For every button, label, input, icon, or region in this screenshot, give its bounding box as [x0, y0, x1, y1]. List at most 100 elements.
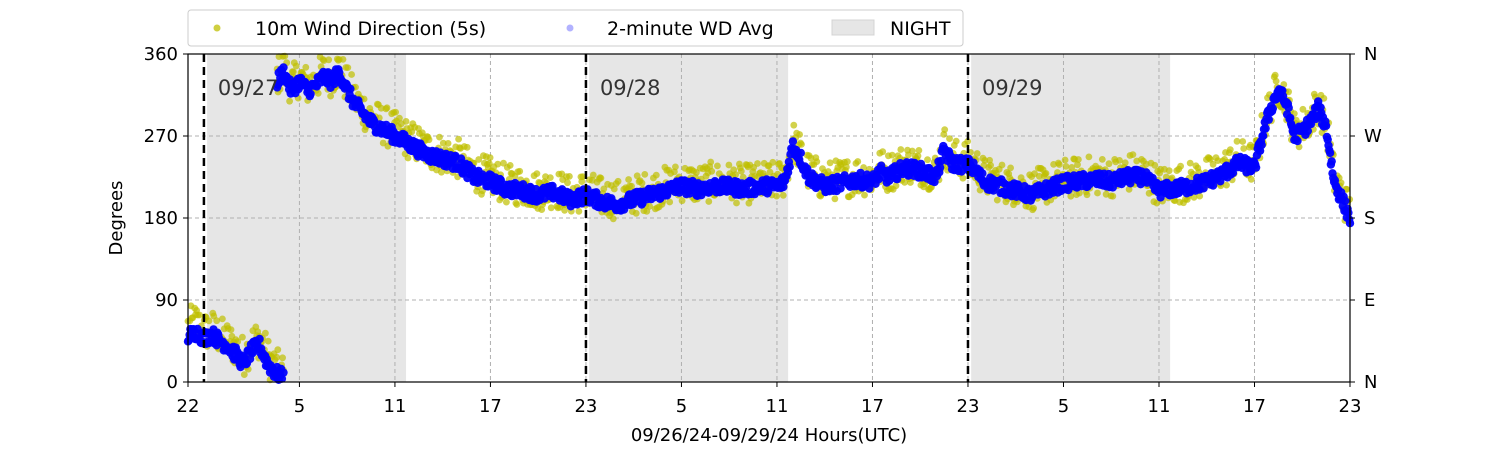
right-tick-label: N — [1364, 44, 1377, 65]
wd-avg-point — [796, 148, 805, 158]
right-tick-label: N — [1364, 372, 1377, 393]
wind-direction-point — [861, 191, 868, 199]
wind-direction-point — [264, 337, 272, 345]
wind-direction-point — [547, 204, 555, 212]
wind-direction-point — [1239, 138, 1247, 145]
wind-direction-point — [915, 147, 923, 154]
wind-direction-point — [733, 199, 740, 207]
wind-direction-point — [1151, 161, 1159, 169]
wind-direction-point — [438, 168, 445, 176]
day-marker-label: 09/28 — [600, 76, 661, 100]
wind-direction-point — [973, 150, 981, 157]
y-tick-label: 0 — [167, 372, 178, 393]
wind-direction-point — [292, 62, 300, 70]
wind-direction-point — [666, 198, 674, 206]
wd-avg-point — [306, 89, 315, 99]
wind-direction-point — [609, 215, 617, 223]
wind-direction-point — [402, 118, 410, 125]
wind-direction-point — [1206, 156, 1214, 163]
x-tick-label: 11 — [383, 396, 406, 417]
wind-direction-point — [952, 137, 960, 145]
wind-direction-point — [643, 207, 651, 215]
wind-direction-point — [879, 148, 887, 156]
day-marker-label: 09/29 — [982, 76, 1043, 100]
wd-avg-point — [978, 169, 987, 178]
wind-direction-point — [1125, 186, 1133, 193]
wind-direction-point — [213, 317, 221, 325]
wind-direction-point — [546, 174, 554, 182]
wind-direction-point — [279, 354, 286, 362]
wind-direction-point — [732, 171, 739, 179]
legend-label: 10m Wind Direction (5s) — [255, 18, 486, 40]
wd-avg-point — [1261, 124, 1270, 133]
wd-avg-point — [255, 334, 264, 344]
wind-direction-point — [503, 198, 510, 206]
x-tick-label: 11 — [1148, 396, 1171, 417]
wind-direction-point — [714, 162, 721, 170]
wind-direction-point — [383, 104, 391, 112]
wd-avg-point — [1259, 131, 1268, 140]
wind-direction-point — [708, 167, 716, 175]
wind-direction-point — [826, 159, 834, 167]
wind-direction-point — [1062, 163, 1070, 170]
y-axis-label: Degrees — [106, 181, 127, 256]
wind-direction-point — [914, 152, 922, 160]
wind-direction-point — [633, 172, 641, 180]
wind-direction-point — [924, 156, 931, 164]
wind-direction-point — [436, 133, 443, 141]
wd-avg-point — [1341, 196, 1350, 206]
wind-direction-point — [739, 173, 747, 181]
x-tick-label: 22 — [177, 396, 200, 417]
legend-box — [187, 9, 964, 47]
wd-avg-point — [1257, 140, 1266, 150]
wd-avg-point — [1327, 157, 1336, 166]
wind-direction-point — [843, 158, 851, 166]
x-tick-label: 17 — [479, 396, 502, 417]
wind-direction-point — [796, 131, 803, 138]
wind-direction-point — [901, 179, 908, 186]
wind-direction-point — [205, 317, 213, 325]
wind-direction-point — [455, 135, 462, 143]
wind-direction-point — [439, 139, 447, 147]
wd-avg-point — [874, 175, 883, 184]
wind-direction-point — [1165, 167, 1173, 175]
legend: 10m Wind Direction (5s) 2-minute WD Avg NI… — [187, 9, 964, 47]
wind-direction-point — [327, 92, 334, 100]
wind-direction-point — [1177, 162, 1184, 170]
wd-avg-point — [836, 184, 845, 193]
wd-avg-point — [548, 181, 557, 191]
wd-avg-point — [935, 163, 945, 172]
wind-direction-point — [1285, 88, 1292, 96]
wind-direction-point — [908, 147, 916, 155]
wind-direction-point — [396, 114, 403, 122]
wind-direction-point — [1075, 156, 1082, 163]
wind-direction-point — [843, 163, 850, 171]
wd-avg-point — [1228, 168, 1238, 178]
wind-direction-point — [597, 174, 605, 182]
wind-direction-point — [1272, 77, 1280, 85]
wind-direction-point — [196, 311, 203, 319]
wind-direction-point — [813, 158, 821, 166]
x-tick-label: 11 — [766, 396, 789, 417]
wind-direction-point — [302, 63, 310, 71]
wind-direction-point — [790, 121, 798, 129]
wind-direction-point — [1105, 160, 1113, 168]
y-tick-label: 360 — [144, 44, 178, 65]
wind-direction-point — [1030, 204, 1037, 212]
wind-direction-point — [625, 176, 632, 183]
x-tick-label: 23 — [1339, 396, 1362, 417]
y-axis-left: 0 90 180 270 360 — [144, 44, 188, 393]
wind-direction-point — [325, 56, 333, 64]
wd-avg-point — [856, 168, 865, 178]
x-axis-label: 09/26/24-09/29/24 Hours(UTC) — [631, 425, 907, 446]
wind-direction-point — [705, 198, 713, 205]
wind-direction-point — [486, 154, 494, 162]
wind-direction-point — [632, 209, 640, 217]
wd-avg-point — [1264, 115, 1274, 124]
wd-avg-point — [1268, 104, 1278, 113]
wind-direction-point — [1271, 71, 1279, 79]
wind-direction-point — [339, 56, 347, 63]
legend-marker — [566, 24, 574, 32]
y-tick-label: 180 — [144, 208, 178, 229]
